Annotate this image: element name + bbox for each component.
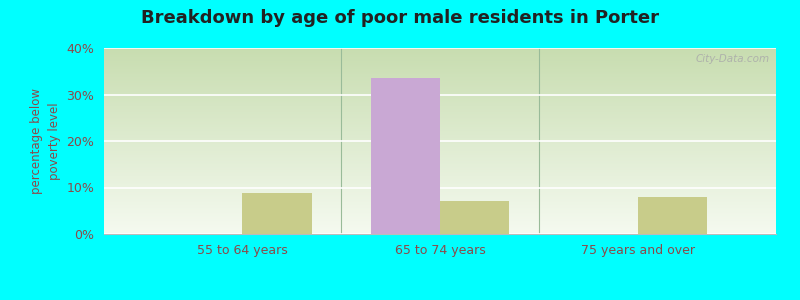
Bar xyxy=(440,200,509,234)
Legend: Porter, Washington: Porter, Washington xyxy=(328,296,552,300)
Bar xyxy=(371,78,440,234)
Bar xyxy=(242,193,311,234)
Text: Breakdown by age of poor male residents in Porter: Breakdown by age of poor male residents … xyxy=(141,9,659,27)
Text: City-Data.com: City-Data.com xyxy=(695,54,770,64)
Bar xyxy=(638,197,707,234)
Y-axis label: percentage below
poverty level: percentage below poverty level xyxy=(30,88,61,194)
